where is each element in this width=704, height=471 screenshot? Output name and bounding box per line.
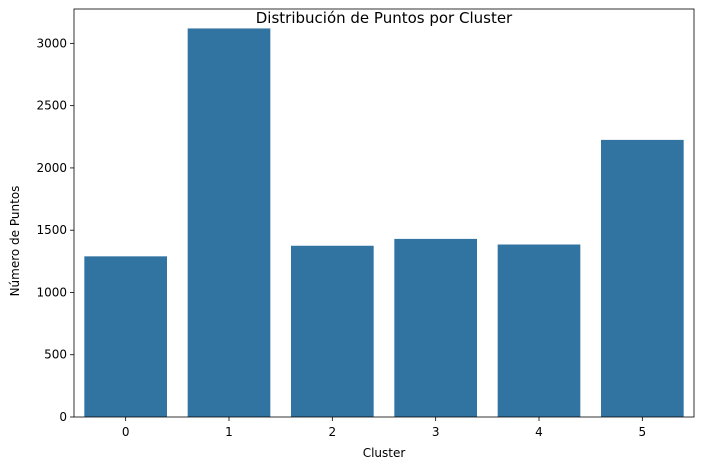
y-tick-label: 1000: [36, 285, 67, 299]
y-tick-label: 3000: [36, 36, 67, 50]
y-tick-label: 1500: [36, 223, 67, 237]
y-tick-label: 500: [44, 348, 67, 362]
x-axis-label: Cluster: [363, 446, 406, 460]
y-tick-label: 0: [59, 410, 67, 424]
bar-cluster-3: [394, 238, 477, 417]
x-axis: 0 1 2 3 4 5: [122, 417, 646, 439]
x-tick-label: 2: [329, 425, 337, 439]
bars-group: [84, 28, 684, 418]
y-axis: 0 500 1000 1500 2000 2500 3000: [36, 36, 74, 424]
bar-cluster-4: [497, 244, 581, 417]
x-tick-label: 0: [122, 425, 130, 439]
x-tick-label: 1: [225, 425, 233, 439]
bar-cluster-2: [291, 245, 374, 417]
x-tick-label: 4: [535, 425, 543, 439]
bar-cluster-5: [601, 139, 684, 417]
chart-title: Distribución de Puntos por Cluster: [256, 9, 513, 27]
bar-cluster-0: [84, 256, 167, 417]
y-tick-label: 2500: [36, 99, 67, 113]
y-axis-label: Número de Puntos: [8, 186, 22, 297]
bar-cluster-1: [187, 28, 271, 418]
plot-frame: [73, 8, 695, 418]
x-tick-label: 3: [432, 425, 440, 439]
x-tick-label: 5: [639, 425, 647, 439]
y-tick-label: 2000: [36, 161, 67, 175]
